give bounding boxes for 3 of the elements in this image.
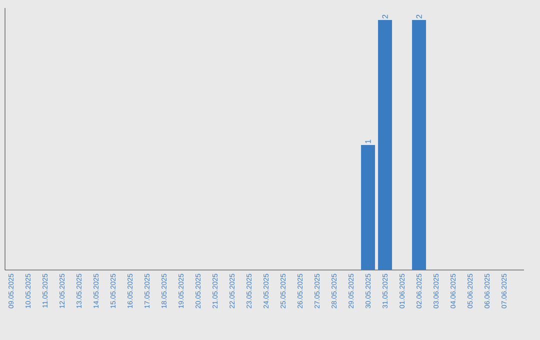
data-label: 2	[416, 14, 422, 18]
data-label: 1	[365, 140, 371, 144]
data-label: 2	[382, 14, 388, 18]
